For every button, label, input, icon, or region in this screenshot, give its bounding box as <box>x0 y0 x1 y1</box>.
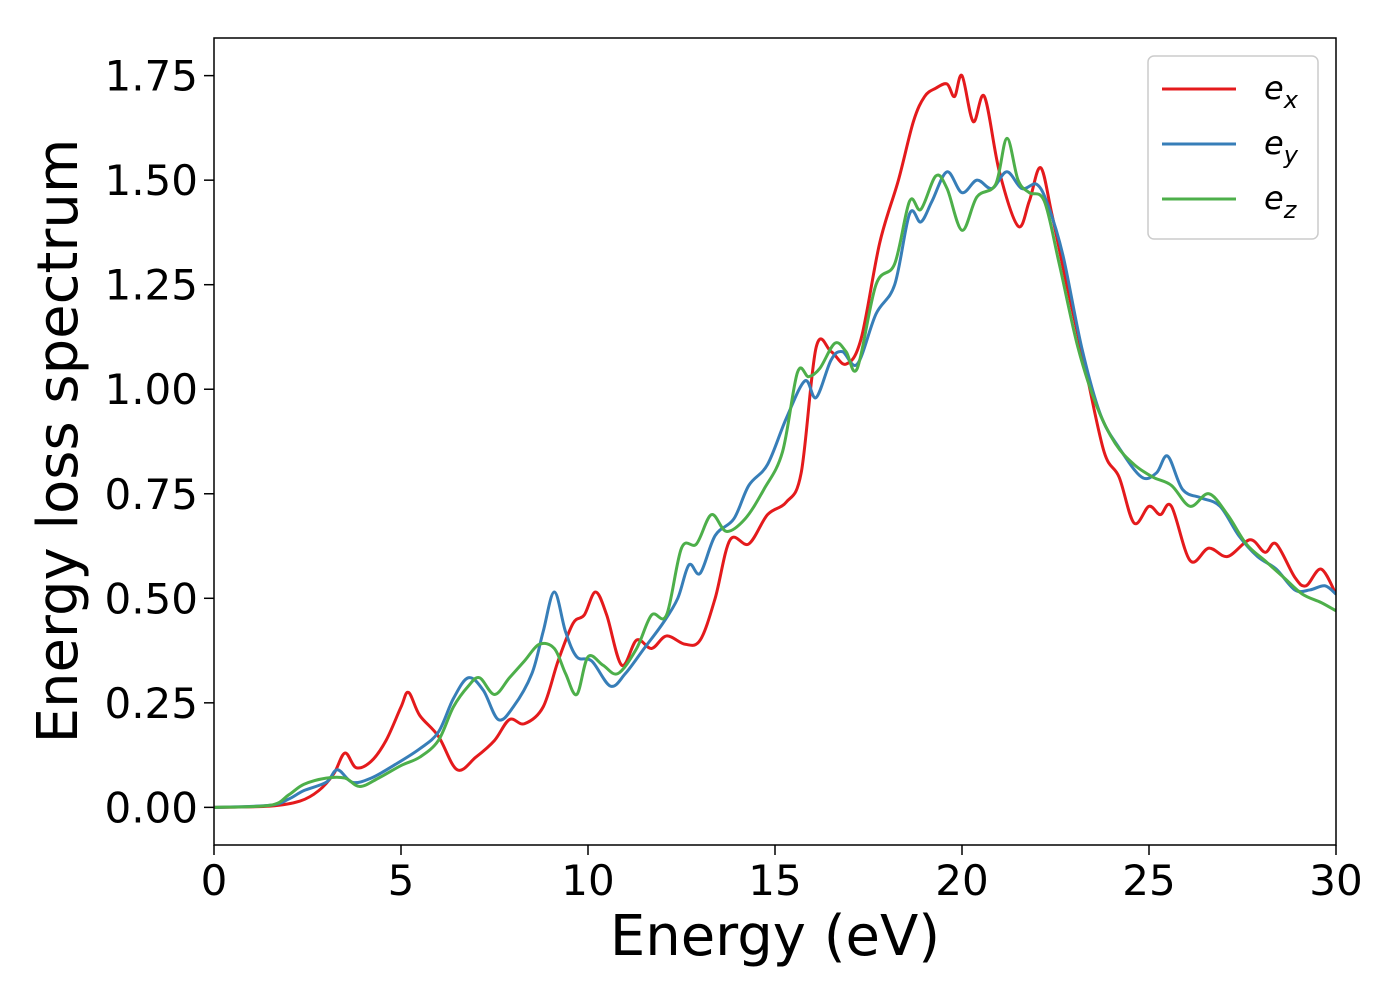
y-tick-label: 0.75 <box>104 470 198 519</box>
y-tick-label: 1.00 <box>104 365 198 414</box>
x-tick-label: 15 <box>748 856 801 905</box>
y-tick-label: 0.25 <box>104 679 198 728</box>
x-tick-label: 30 <box>1309 856 1362 905</box>
x-axis-title: Energy (eV) <box>610 904 940 969</box>
series-line-y <box>214 170 1336 809</box>
x-axis: 0 5 10 15 20 25 30 <box>201 845 1363 905</box>
x-tick-label: 5 <box>388 856 415 905</box>
x-tick-label: 20 <box>935 856 988 905</box>
y-axis-title: Energy loss spectrum <box>26 139 91 744</box>
y-tick-label: 0.50 <box>104 574 198 623</box>
series-line-x <box>214 73 1336 809</box>
legend-box <box>1147 55 1319 240</box>
series-layer <box>214 73 1336 809</box>
x-tick-label: 25 <box>1122 856 1175 905</box>
x-tick-label: 10 <box>561 856 614 905</box>
y-tick-label: 1.50 <box>104 156 198 205</box>
y-axis: 0.00 0.25 0.50 0.75 1.00 1.25 1.50 1.75 <box>104 52 214 832</box>
y-tick-label: 1.25 <box>104 261 198 310</box>
x-tick-label: 0 <box>201 856 228 905</box>
series-line-z <box>214 136 1336 809</box>
y-tick-label: 0.00 <box>104 783 198 832</box>
y-tick-label: 1.75 <box>104 52 198 101</box>
